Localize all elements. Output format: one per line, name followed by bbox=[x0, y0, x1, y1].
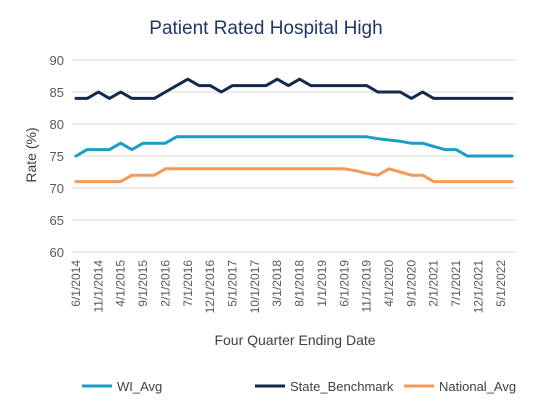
y-axis: 60 65 70 75 80 85 90 bbox=[50, 53, 64, 260]
x-tick-label: 7/1/2016 bbox=[181, 260, 195, 307]
x-tick-label: 3/1/2018 bbox=[270, 260, 284, 307]
chart-title: Patient Rated Hospital High bbox=[149, 18, 382, 39]
x-tick-label: 12/1/2021 bbox=[471, 260, 485, 314]
x-tick-label: 9/1/2020 bbox=[404, 260, 418, 307]
x-tick-label: 2/1/2021 bbox=[427, 260, 441, 307]
legend: WI_Avg State_Benchmark National_Avg bbox=[82, 379, 516, 394]
x-tick-label: 6/1/2019 bbox=[337, 260, 351, 307]
legend-label: National_Avg bbox=[439, 379, 516, 394]
x-tick-label: 5/1/2022 bbox=[494, 260, 508, 307]
x-axis: 6/1/2014 11/1/2014 4/1/2015 9/1/2015 2/1/201… bbox=[69, 260, 508, 314]
x-tick-label: 2/1/2016 bbox=[158, 260, 172, 307]
series-line-wi-avg bbox=[74, 135, 514, 158]
x-tick-label: 8/1/2018 bbox=[293, 260, 307, 307]
legend-label: State_Benchmark bbox=[290, 379, 394, 394]
y-tick-label: 65 bbox=[50, 213, 64, 228]
y-axis-label: Rate (%) bbox=[23, 127, 39, 182]
x-tick-label: 4/1/2020 bbox=[382, 260, 396, 307]
grid bbox=[72, 59, 516, 253]
x-tick-label: 1/1/2019 bbox=[315, 260, 329, 307]
y-tick-label: 70 bbox=[50, 181, 64, 196]
series-line-national-avg bbox=[74, 167, 514, 184]
y-tick-label: 90 bbox=[50, 53, 64, 68]
y-tick-label: 80 bbox=[50, 117, 64, 132]
legend-label: WI_Avg bbox=[117, 379, 162, 394]
x-tick-label: 7/1/2021 bbox=[449, 260, 463, 307]
x-tick-label: 4/1/2015 bbox=[114, 260, 128, 307]
series-line-state-benchmark bbox=[74, 77, 514, 100]
y-tick-label: 85 bbox=[50, 85, 64, 100]
x-tick-label: 6/1/2014 bbox=[69, 260, 83, 307]
x-tick-label: 11/1/2014 bbox=[91, 260, 105, 313]
x-tick-label: 11/1/2019 bbox=[360, 260, 374, 313]
y-tick-label: 60 bbox=[50, 245, 64, 260]
x-tick-label: 12/1/2016 bbox=[203, 260, 217, 314]
plot-area bbox=[74, 77, 514, 184]
x-tick-label: 5/1/2017 bbox=[226, 260, 240, 307]
x-tick-label: 9/1/2015 bbox=[136, 260, 150, 307]
x-tick-label: 10/1/2017 bbox=[248, 260, 262, 314]
y-tick-label: 75 bbox=[50, 149, 64, 164]
x-axis-label: Four Quarter Ending Date bbox=[214, 332, 375, 348]
